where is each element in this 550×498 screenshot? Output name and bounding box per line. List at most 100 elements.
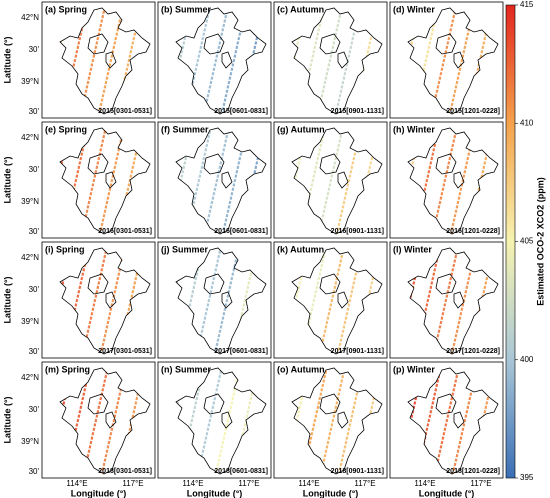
- panel-label: (i) Spring: [45, 244, 85, 254]
- region-outline: [175, 367, 267, 475]
- beijing-outline: [203, 153, 225, 175]
- panel-frame: [41, 121, 156, 239]
- tianjin-outline: [105, 291, 117, 309]
- region-outline: [291, 7, 383, 115]
- map-panel: (c) Autumn 2015[0901-1131]: [273, 1, 388, 119]
- beijing-outline: [319, 153, 341, 175]
- panel-period: 2018[0301-0531]: [98, 468, 152, 475]
- map-panel: (k) Autumn 2017[0901-1131]: [273, 241, 388, 359]
- map-panel: (b) Summer 2015[0601-0831]: [157, 1, 272, 119]
- colorbar-tick-label: 400: [520, 355, 534, 364]
- y-tick-label: 42°N: [21, 13, 39, 22]
- tianjin-outline: [453, 51, 465, 69]
- tianjin-outline: [221, 411, 233, 429]
- tianjin-outline: [221, 291, 233, 309]
- swath: [317, 248, 347, 354]
- panel-frame: [157, 121, 272, 239]
- tianjin-outline: [221, 171, 233, 189]
- panel-frame: [41, 1, 156, 119]
- region-outline: [407, 7, 499, 115]
- beijing-outline: [319, 33, 341, 55]
- panel-frame: [389, 121, 504, 239]
- tianjin-outline: [453, 291, 465, 309]
- beijing-outline: [319, 273, 341, 295]
- swath: [96, 8, 126, 114]
- tianjin-outline: [337, 411, 349, 429]
- x-tick-label: 114°E: [298, 479, 319, 488]
- map-panel: (p) Winter 2018[1201-0228]: [389, 361, 504, 479]
- map-panel: (n) Summer 2018[0601-0831]: [157, 361, 272, 479]
- swath: [202, 128, 232, 234]
- panel-frame: [41, 241, 156, 359]
- panel-period: 2018[0901-1131]: [331, 468, 384, 475]
- tianjin-outline: [105, 411, 117, 429]
- x-tick-label: 117°E: [354, 479, 375, 488]
- panel-period: 2016[1201-0228]: [446, 228, 500, 235]
- y-tick-label: 39°N: [21, 317, 39, 326]
- panel-period: 2016[0601-0831]: [214, 228, 268, 235]
- colorbar-tick-label: 395: [520, 473, 534, 482]
- map-panel: (o) Autumn 2018[0901-1131]: [273, 361, 388, 479]
- y-axis-label: Latitude (°): [2, 36, 12, 83]
- tianjin-outline: [221, 51, 233, 69]
- panel-period: 2018[1201-0228]: [446, 468, 500, 475]
- map-panel: (m) Spring 2018[0301-0531]: [41, 361, 156, 479]
- region-outline: [291, 247, 383, 355]
- x-axis-label: Longitude (°): [419, 488, 475, 498]
- y-tick-label: 30': [29, 467, 40, 476]
- panel-period: 2018[0601-0831]: [214, 468, 268, 475]
- map-panel: (h) Winter 2016[1201-0228]: [389, 121, 504, 239]
- panel-period: 2015[0301-0531]: [98, 108, 152, 115]
- map-panel: (l) Winter 2017[1201-0228]: [389, 241, 504, 359]
- swath: [431, 248, 461, 354]
- panel-label: (o) Autumn: [277, 364, 325, 374]
- tianjin-outline: [105, 51, 117, 69]
- panel-frame: [157, 361, 272, 479]
- region-outline: [175, 127, 267, 235]
- panel-period: 2017[0601-0831]: [214, 348, 268, 355]
- swath: [316, 128, 346, 234]
- map-panel: (g) Autumn 2016[0901-1131]: [273, 121, 388, 239]
- tianjin-outline: [105, 171, 117, 189]
- panel-frame: [389, 1, 504, 119]
- panel-period: 2015[1201-0228]: [446, 108, 500, 115]
- region-outline: [59, 7, 151, 115]
- map-panel: (e) Spring 2016[0301-0531]: [41, 121, 156, 239]
- panel-period: 2017[0301-0531]: [98, 348, 152, 355]
- panel-label: (b) Summer: [161, 4, 212, 14]
- region-outline: [407, 127, 499, 235]
- map-panel: (a) Spring 2015[0301-0531]: [41, 1, 156, 119]
- swath: [213, 368, 243, 474]
- x-axis-label: Longitude (°): [187, 488, 243, 498]
- region-outline: [407, 367, 499, 475]
- swath: [212, 248, 242, 354]
- region-outline: [291, 127, 383, 235]
- y-tick-label: 42°N: [21, 253, 39, 262]
- beijing-outline: [87, 393, 109, 415]
- y-tick-label: 30': [29, 285, 40, 294]
- beijing-outline: [435, 273, 457, 295]
- region-outline: [59, 127, 151, 235]
- panel-frame: [273, 361, 388, 479]
- x-tick-label: 117°E: [238, 479, 259, 488]
- tianjin-outline: [337, 291, 349, 309]
- y-tick-label: 30': [29, 107, 40, 116]
- beijing-outline: [435, 33, 457, 55]
- y-tick-label: 39°N: [21, 197, 39, 206]
- y-tick-label: 30': [29, 347, 40, 356]
- y-axis-label: Latitude (°): [2, 396, 12, 443]
- panel-label: (d) Winter: [393, 4, 435, 14]
- beijing-outline: [435, 393, 457, 415]
- map-panel: (f) Summer 2016[0601-0831]: [157, 121, 272, 239]
- swath: [432, 368, 462, 474]
- x-tick-label: 117°E: [122, 479, 143, 488]
- panel-frame: [273, 241, 388, 359]
- tianjin-outline: [337, 51, 349, 69]
- panel-label: (a) Spring: [45, 4, 87, 14]
- panel-period: 2015[0901-1131]: [331, 108, 384, 115]
- tianjin-outline: [453, 411, 465, 429]
- panel-period: 2017[1201-0228]: [446, 348, 500, 355]
- x-tick-label: 114°E: [66, 479, 87, 488]
- tianjin-outline: [337, 171, 349, 189]
